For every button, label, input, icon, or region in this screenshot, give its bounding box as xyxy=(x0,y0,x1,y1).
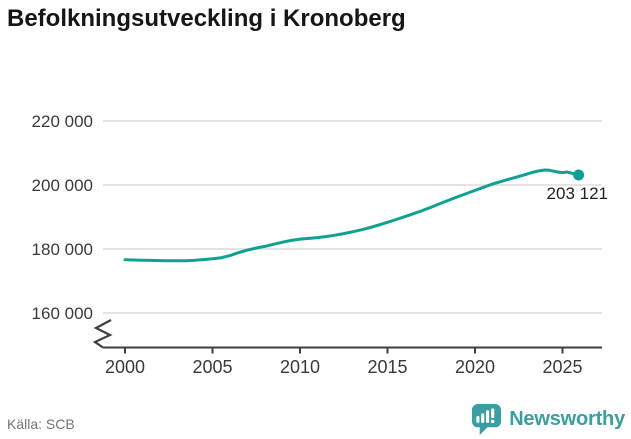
x-tick-label: 2015 xyxy=(367,357,407,377)
x-tick-label: 2005 xyxy=(192,357,232,377)
newsworthy-wordmark: Newsworthy xyxy=(509,408,625,430)
x-tick-label: 2000 xyxy=(105,357,145,377)
end-value-label: 203 121 xyxy=(547,184,608,203)
source-label: Källa: SCB xyxy=(7,416,75,432)
newsworthy-logo-icon xyxy=(472,404,502,435)
newsworthy-logo: Newsworthy xyxy=(471,403,625,436)
x-tick-label: 2025 xyxy=(542,357,582,377)
series-line xyxy=(123,168,581,263)
y-tick-label: 220 000 xyxy=(32,112,93,131)
x-tick-label: 2020 xyxy=(455,357,495,377)
y-tick-label: 200 000 xyxy=(32,176,93,195)
x-tick-label: 2010 xyxy=(280,357,320,377)
chart-title: Befolkningsutveckling i Kronoberg xyxy=(7,5,406,32)
axis-break-icon xyxy=(92,319,113,349)
y-tick-label: 180 000 xyxy=(32,240,93,259)
end-dot xyxy=(573,169,585,181)
y-tick-label: 160 000 xyxy=(32,304,93,323)
